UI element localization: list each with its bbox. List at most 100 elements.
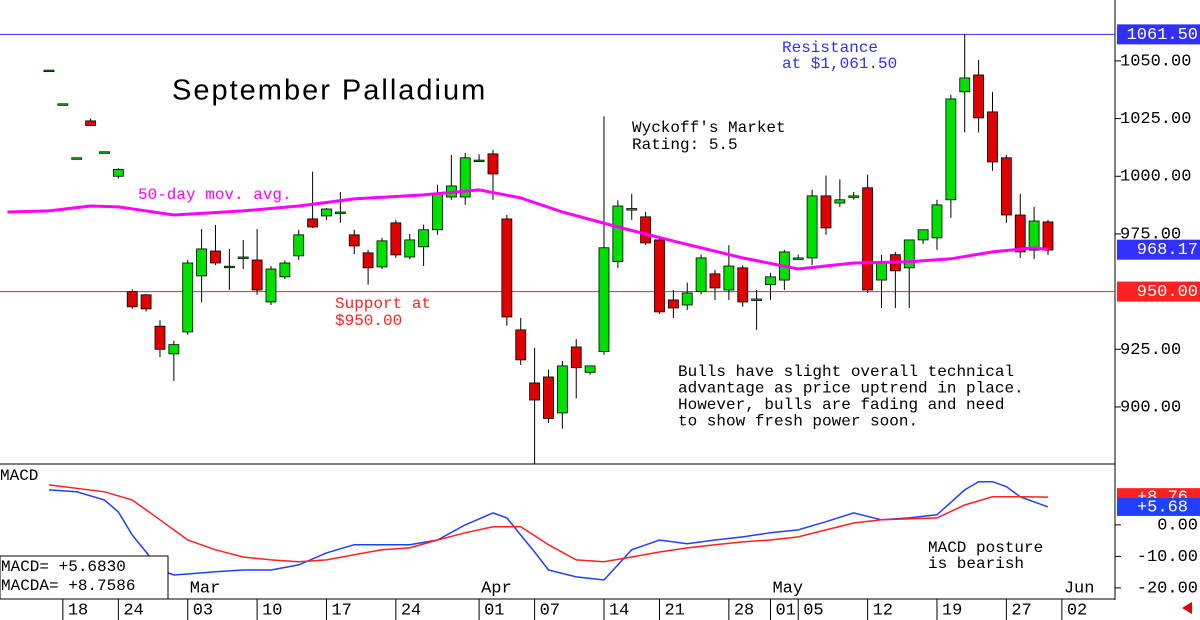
x-tick-label: 10 [262,601,282,620]
commentary-text: However, bulls are fading and need [678,396,1004,414]
candle-body [376,240,388,268]
resistance-line-box [1117,24,1200,45]
macd-readout: MACDA= +8.7586 [1,577,135,595]
candle-body [862,187,874,291]
macd-value-box [1117,497,1200,516]
x-tick-label: 01 [484,601,504,620]
macd-note: is bearish [928,555,1024,573]
candle-body [751,298,763,301]
candle-body [806,195,818,259]
candle-body [667,299,679,309]
commentary-text: Bulls have slight overall technical [678,363,1014,381]
candle-body [570,346,582,369]
macd-note: MACD posture [928,539,1043,557]
candle-body [307,218,319,228]
resistance-line-label: 1061.50 [1127,26,1198,45]
x-tick-label: 17 [331,601,351,620]
candle-body [321,208,332,217]
candle-body [473,159,485,163]
y-tick-label: 925.00 [1120,341,1181,360]
macd-line [48,484,1049,563]
candle-body [737,267,749,303]
x-tick-label: 01 [775,601,795,620]
candle-body [57,103,69,106]
candle-body [348,234,360,247]
macd-value-label: +5.68 [1137,498,1188,517]
candle-body [834,199,846,204]
candle-body [265,268,277,303]
moving-average [7,188,1049,271]
candle-body [43,69,55,73]
candle-body [168,344,180,355]
candle-body [931,204,943,239]
y-tick-label: 900.00 [1120,398,1181,417]
chart-title: September Palladium [172,75,487,107]
ma-label: 50-day mov. avg. [138,186,292,204]
y-tick-label: -20.00 [1137,579,1198,598]
y-tick-label: 0.00 [1157,516,1198,535]
candle-body [695,257,707,292]
x-tick-label: 27 [1011,601,1031,620]
x-tick-label: 05 [803,601,823,620]
candle-body [626,208,638,211]
candle-body [154,325,166,350]
macd-readout: MACD= +5.6830 [1,558,126,576]
candle-body [903,239,915,269]
candle-body [432,193,443,231]
candle-body [765,276,776,286]
candle-body [1042,221,1054,251]
candle-body [640,216,652,244]
y-tick-label: -10.00 [1137,548,1198,567]
scroll-arrow[interactable] [1182,602,1192,614]
x-tick-label: 24 [401,601,421,620]
candle-body [390,222,402,256]
candle-body [1000,157,1012,216]
candle-body [501,218,513,318]
candle-body [210,250,221,264]
month-label: Apr [481,579,512,598]
candle-body [987,111,998,163]
x-tick-label: 24 [123,601,143,620]
candle-body [654,239,665,313]
commentary-text: advantage as price uptrend in place. [678,380,1024,398]
y-tick-label: 1025.00 [1120,110,1191,129]
candle-body [182,262,194,333]
candle-body [196,248,208,277]
candle-body [237,256,249,259]
x-tick-label: 02 [1067,601,1087,620]
candle-body [556,365,568,414]
candle-body [848,195,860,198]
candle-body [140,294,152,310]
candle-body [293,234,305,257]
candle-body [723,265,735,291]
candle-body [251,259,263,291]
candle-body [973,74,985,119]
x-tick-label: 28 [734,601,754,620]
y-tick-label: 1000.00 [1120,168,1191,187]
panel-title: MACD [0,467,38,485]
candle-body [681,292,693,306]
commentary-text: to show fresh power soon. [678,413,918,431]
candle-body [598,247,610,352]
month-label: Jun [1064,579,1095,598]
candle-body [792,257,804,260]
candle-body [543,376,554,419]
candle-body [85,120,97,126]
candle-body [99,151,110,154]
x-tick-label: 07 [540,601,560,620]
candle-body [404,239,416,258]
candle-body [529,382,541,401]
candle-body [334,211,346,214]
x-tick-label: 03 [193,601,213,620]
candle-body [418,229,430,248]
candle-body [917,229,929,241]
support-line-box [1117,281,1200,302]
x-tick-label: 14 [609,601,629,620]
resistance-text: at $1,061.50 [782,55,897,73]
candle-body [487,153,499,175]
rating-text: Rating: 5.5 [632,136,738,154]
resistance-text: Resistance [782,39,878,57]
candle-body [820,195,832,229]
support-text: $950.00 [335,312,402,330]
